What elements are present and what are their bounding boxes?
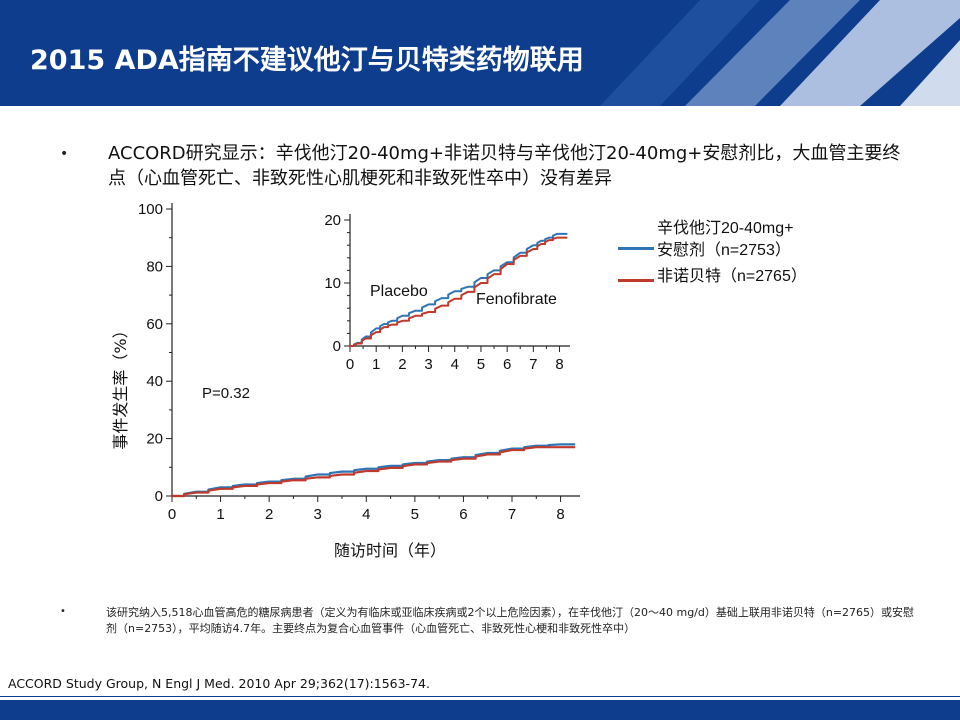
legend-placebo-line2: 安慰剂（n=2753） [657,242,791,259]
main-bullet-text: ACCORD研究显示：辛伐他汀20-40mg+非诺贝特与辛伐他汀20-40mg+… [108,143,901,189]
y-axis-label: 事件发生率（%） [111,322,130,449]
footnote-bullet: • [60,606,66,617]
footer-line [0,696,960,697]
inset-x-tick-label: 3 [424,356,432,373]
footer-bar [0,700,960,720]
inset-label-fenofibrate: Fenofibrate [476,291,557,308]
header-decoration [600,0,960,106]
inset-label-placebo: Placebo [370,283,428,300]
main-x-tick-label: 4 [362,506,370,523]
main-y-tick-label: 100 [138,201,163,218]
legend-fenofibrate: 非诺贝特（n=2765） [657,268,807,285]
header-bar: 2015 ADA指南不建议他汀与贝特类药物联用 [0,0,960,106]
main-x-tick-label: 6 [459,506,467,523]
main-x-tick-label: 5 [411,506,419,523]
main-y-tick-label: 60 [146,316,163,333]
citation: ACCORD Study Group, N Engl J Med. 2010 A… [8,676,430,691]
inset-y-tick-label: 0 [333,338,341,355]
main-x-tick-label: 8 [556,506,564,523]
inset-x-tick-label: 1 [372,356,380,373]
main-x-tick-label: 2 [265,506,273,523]
bullet-marker: • [60,146,69,162]
main-series-fenofibrate [172,446,576,498]
footnote: 该研究纳入5,518心血管高危的糖尿病患者（定义为有临床或亚临床疾病或2个以上危… [106,606,915,635]
legend: 辛伐他汀20-40mg+ 安慰剂（n=2753） 非诺贝特（n=2765） [610,210,870,290]
main-x-tick-label: 1 [216,506,224,523]
inset-x-tick-label: 2 [398,356,406,373]
p-value-annotation: P=0.32 [202,385,250,402]
legend-fenofibrate-swatch [618,279,654,282]
main-x-tick-label: 0 [168,506,176,523]
main-x-tick-label: 7 [508,506,516,523]
inset-x-tick-label: 4 [451,356,459,373]
inset-x-tick-label: 8 [555,356,563,373]
inset-background [336,206,586,396]
inset-x-tick-label: 6 [503,356,511,373]
inset-series-placebo [350,232,568,347]
legend-placebo-swatch [618,247,654,250]
inset-y-tick-label: 20 [324,212,341,229]
x-axis-label: 随访时间（年） [334,541,446,560]
inset-x-tick-label: 0 [346,356,354,373]
main-y-tick-label: 40 [146,373,163,390]
main-y-tick-label: 20 [146,431,163,448]
legend-placebo-line1: 辛伐他汀20-40mg+ [657,220,794,237]
inset-x-tick-label: 7 [529,356,537,373]
main-y-tick-label: 80 [146,258,163,275]
inset-y-tick-label: 10 [324,275,341,292]
main-x-tick-label: 3 [314,506,322,523]
page-title: 2015 ADA指南不建议他汀与贝特类药物联用 [30,45,584,76]
inset-x-tick-label: 5 [477,356,485,373]
main-y-tick-label: 0 [155,488,163,505]
inset-series-fenofibrate [350,236,568,347]
